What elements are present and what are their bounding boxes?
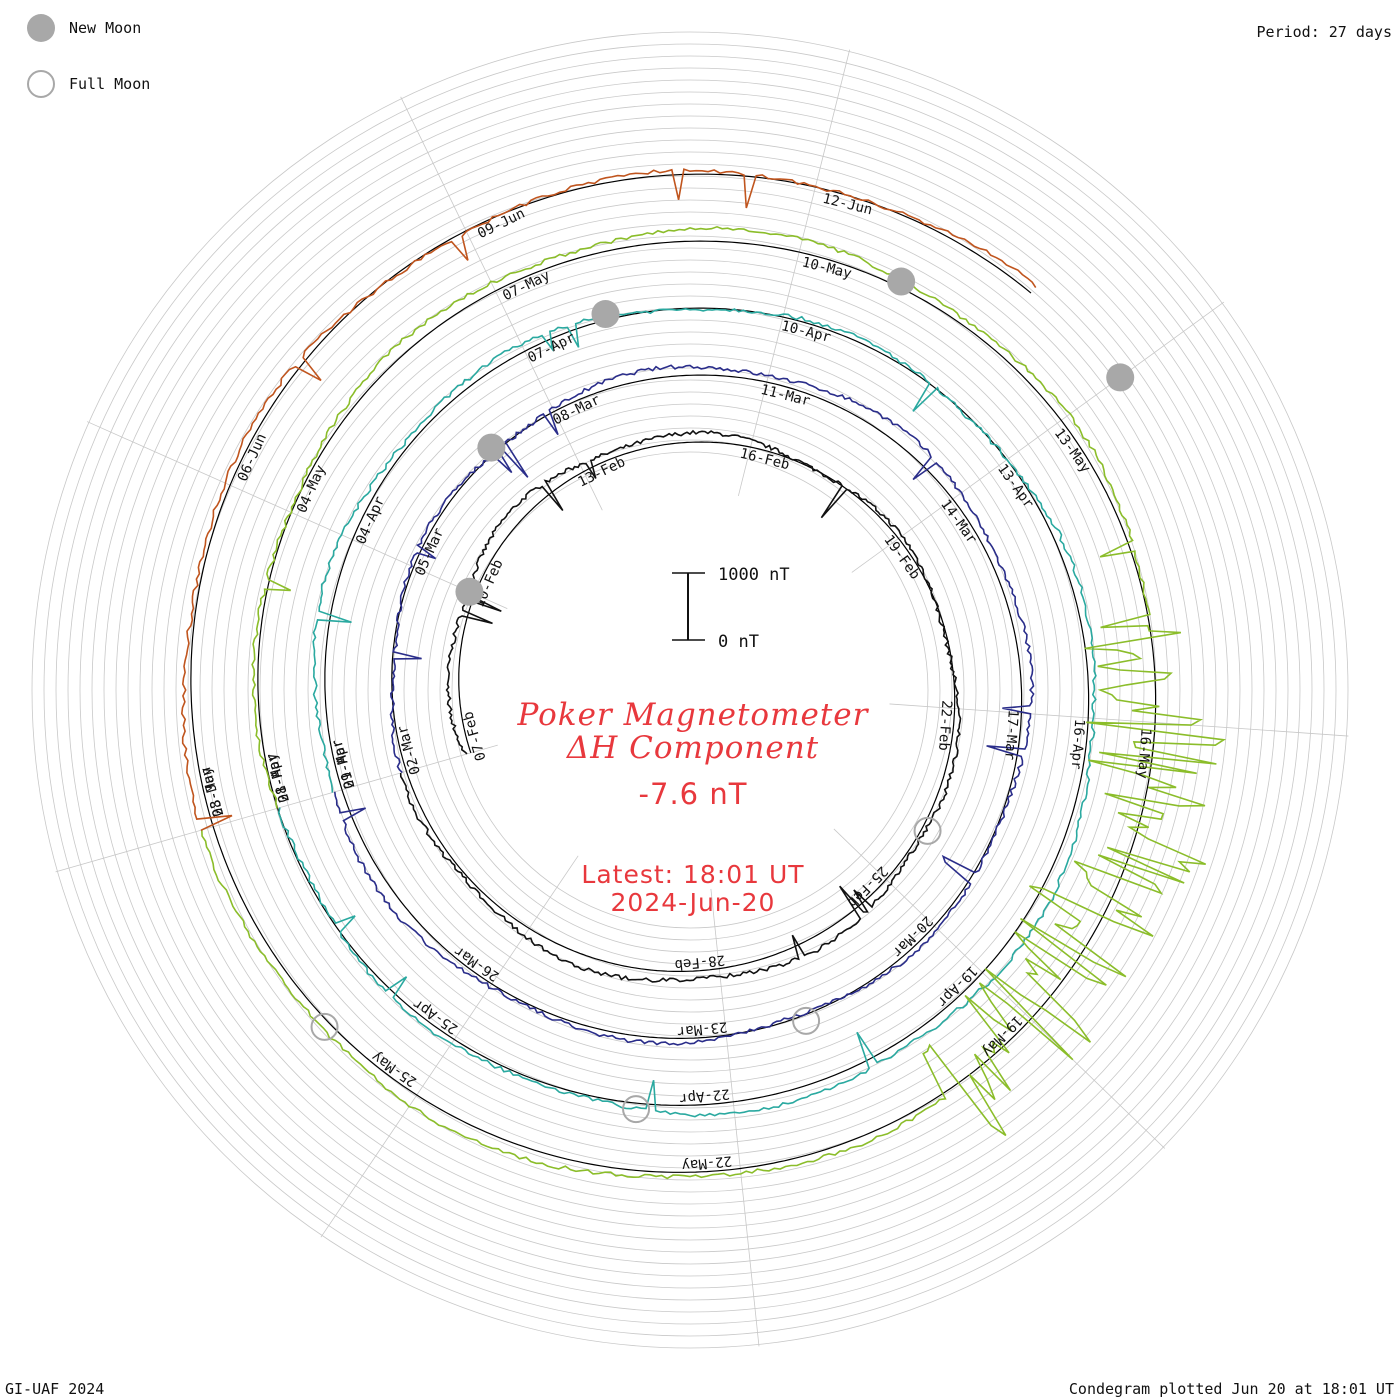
grid-ring [211,211,1169,1169]
grid-ring [43,43,1337,1337]
grid-ring [247,247,1133,1133]
date-label: 11-Mar [759,382,812,410]
grid-spoke [851,301,1225,573]
trace-2 [334,364,1035,1046]
legend-new-moon-label: New Moon [69,19,142,37]
grid-spoke [737,49,851,497]
date-label: 16-May [1134,728,1153,780]
grid-ring [451,451,929,929]
baseline-spiral [277,307,1090,1107]
date-label: 05-Mar [412,526,447,579]
date-label: 28-Feb [674,951,726,972]
grid-ring [199,199,1181,1181]
date-label: 16-Apr [1068,718,1087,770]
date-label: 13-Feb [576,454,628,491]
date-label: 04-May [294,463,329,516]
grid-ring [55,55,1325,1325]
grid-spoke [889,703,1349,737]
baseline-spiral [341,374,1023,1039]
date-label: 07-May [500,268,552,305]
grid-ring [187,187,1193,1193]
date-label: 06-Jun [235,431,270,484]
latest-time: Latest: 18:01 UT [581,860,805,889]
trace-5 [180,168,1037,832]
trace-3 [277,307,1097,1118]
grid-ring [31,31,1349,1349]
grid-spoke [86,421,508,610]
scale-bottom-label: 0 nT [718,632,759,652]
grid-ring [103,103,1277,1277]
credit-label: GI-UAF 2024 [5,1380,105,1398]
grid-ring [115,115,1265,1265]
date-label: 25-Apr [410,995,461,1037]
period-label: Period: 27 days [1256,23,1392,41]
grid-ring [67,67,1313,1313]
baseline-spiral [405,441,956,972]
grid-ring [403,403,977,977]
full-moon-icon [27,70,55,98]
baseline-spiral [212,240,1157,1173]
grid-spoke [833,828,1166,1149]
new-moon-icon [27,14,55,42]
chart-subtitle: ΔH Component [566,730,820,766]
date-label: 22-Feb [935,700,954,752]
date-label: 08-Mar [550,392,602,429]
grid-ring [259,259,1121,1121]
grid-ring [331,331,1049,1049]
plotted-label: Condegram plotted Jun 20 at 18:01 UT [1068,1380,1394,1398]
new-moon-marker [455,577,484,606]
date-label: 23-Mar [676,1018,728,1039]
date-label: 22-Apr [678,1085,730,1106]
new-moon-marker [887,267,916,296]
grid-ring [235,235,1145,1145]
latest-date: 2024-Jun-20 [610,888,776,917]
grid-spoke [55,744,498,873]
grid-ring [175,175,1205,1205]
date-label: 22-May [681,1152,733,1173]
new-moon-marker [477,433,506,462]
legend-full-moon-label: Full Moon [69,75,151,93]
legend-new-moon: New Moon [27,14,141,42]
grid-ring [379,379,1001,1001]
grid-ring [367,367,1013,1013]
trace-4 [201,225,1227,1180]
date-label: 14-Mar [937,497,980,547]
grid-ring [91,91,1289,1289]
grid-ring [139,139,1241,1241]
grid-ring [355,355,1025,1025]
grid-spoke [400,96,603,511]
grid-spoke [710,888,760,1347]
new-moon-marker [591,300,620,329]
date-label: 07-Apr [525,330,577,367]
grid-ring [439,439,941,941]
grid-ring [415,415,965,965]
legend-full-moon: Full Moon [27,70,150,98]
chart-title: Poker Magnetometer [517,697,869,733]
grid-ring [163,163,1217,1217]
full-moon-marker [622,1095,651,1124]
full-moon-marker [310,1012,339,1041]
date-label: 25-May [369,1048,420,1090]
trace-1 [399,429,962,983]
grid-ring [271,271,1109,1109]
grid-ring [127,127,1253,1253]
full-moon-marker [913,816,942,845]
grid-spoke [320,855,579,1238]
date-label: 16-Feb [738,446,791,474]
full-moon-marker [792,1006,821,1035]
current-value: -7.6 nT [638,777,748,811]
date-label: 20-Mar [889,913,936,960]
grid-ring [79,79,1301,1301]
grid-ring [319,319,1061,1061]
grid-ring [343,343,1037,1037]
grid-ring [283,283,1097,1097]
scale-top-label: 1000 nT [718,565,790,585]
date-label: 09-Jun [475,206,527,243]
grid-ring [427,427,953,953]
new-moon-marker [1106,363,1135,392]
grid-ring [151,151,1229,1229]
grid-ring [295,295,1085,1085]
date-label: 17-Mar [1001,709,1020,761]
